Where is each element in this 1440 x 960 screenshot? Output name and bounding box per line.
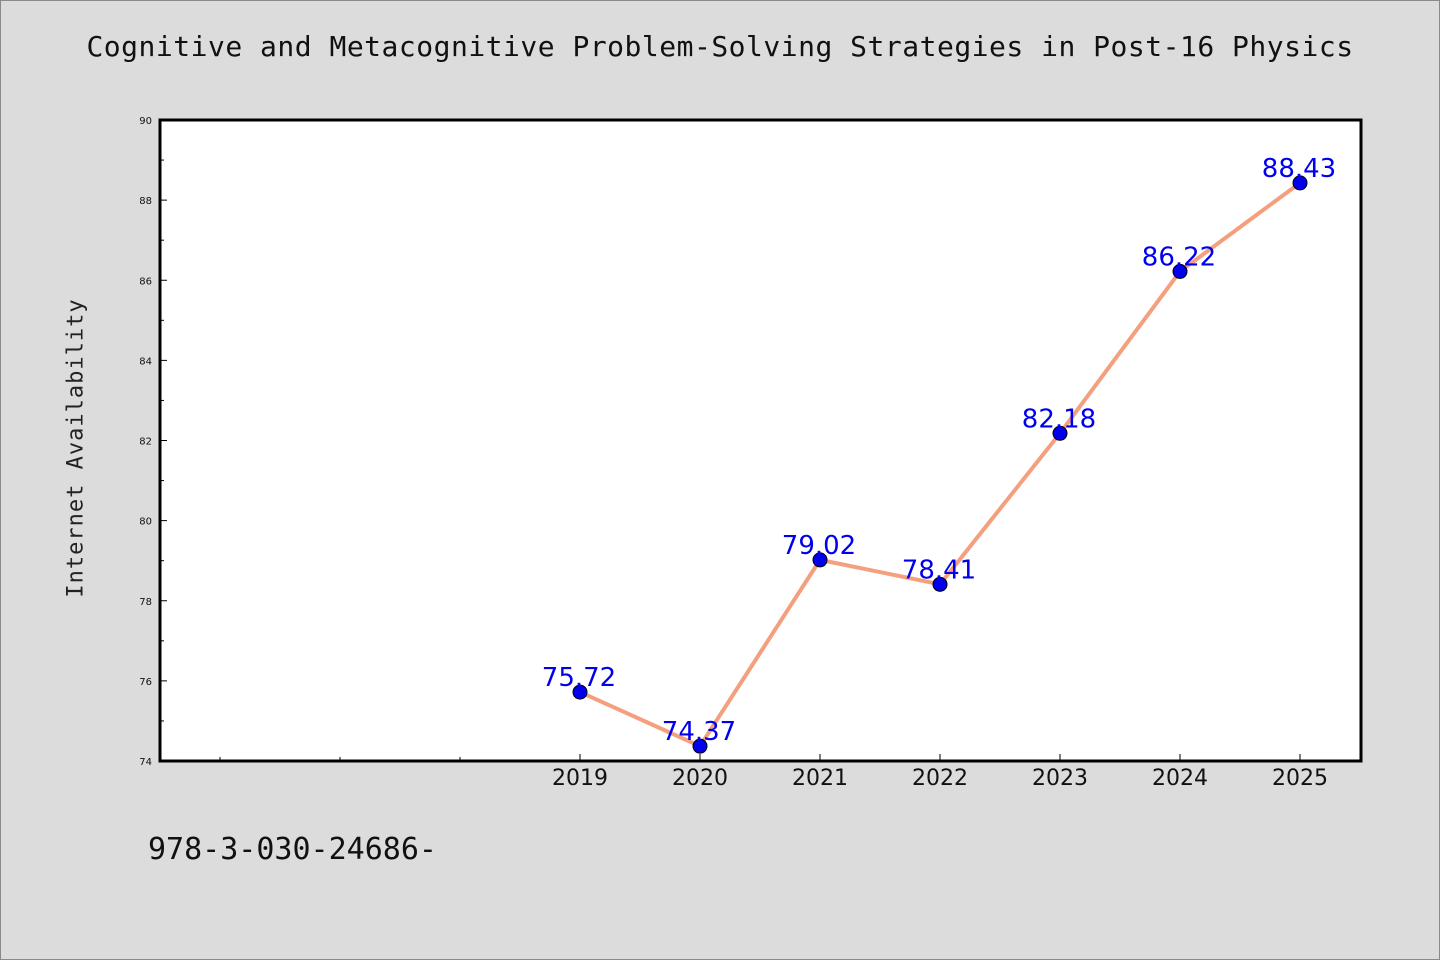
data-point (692, 738, 708, 754)
data-label: 78.41 (902, 555, 976, 585)
data-point (572, 684, 588, 700)
data-point (932, 576, 948, 592)
data-point (812, 552, 828, 568)
plot-area (158, 118, 1363, 763)
y-tick-label: 74 (139, 757, 152, 768)
x-tick-label: 2022 (912, 766, 968, 791)
data-point (1172, 263, 1188, 279)
series-layer: 75.72 74.37 79.02 78.41 82.18 86.22 88.43 (542, 154, 1336, 754)
data-label: 79.02 (782, 531, 856, 561)
data-point (1292, 175, 1308, 191)
footer-isbn-text: 978-3-030-24686- (148, 832, 437, 867)
y-tick-label: 84 (139, 356, 152, 367)
x-tick-label: 2025 (1272, 766, 1328, 791)
y-tick-label: 76 (139, 677, 152, 688)
y-tick-label: 86 (139, 276, 152, 287)
x-tick-label: 2021 (792, 766, 848, 791)
x-tick-label: 2024 (1152, 766, 1208, 791)
data-label: 74.37 (662, 717, 736, 747)
chart-title: Cognitive and Metacognitive Problem-Solv… (86, 30, 1354, 63)
x-tick-label: 2023 (1032, 766, 1088, 791)
data-label: 82.18 (1022, 404, 1096, 434)
data-point (1052, 425, 1068, 441)
x-tick-label: 2019 (552, 766, 608, 791)
y-tick-label: 80 (139, 517, 152, 528)
x-tick-label: 2020 (672, 766, 728, 791)
y-tick-label: 78 (139, 597, 152, 608)
data-label: 86.22 (1142, 242, 1216, 272)
x-axis-ticks: 2019 2020 2021 2022 2023 2024 2025 (219, 754, 1328, 791)
data-label: 88.43 (1262, 154, 1336, 184)
y-tick-label: 90 (139, 116, 152, 127)
y-axis-ticks: 74 76 78 80 82 84 86 88 90 (139, 116, 167, 768)
y-tick-label: 88 (139, 196, 152, 207)
data-label: 75.72 (542, 663, 616, 693)
y-tick-label: 82 (139, 437, 152, 448)
